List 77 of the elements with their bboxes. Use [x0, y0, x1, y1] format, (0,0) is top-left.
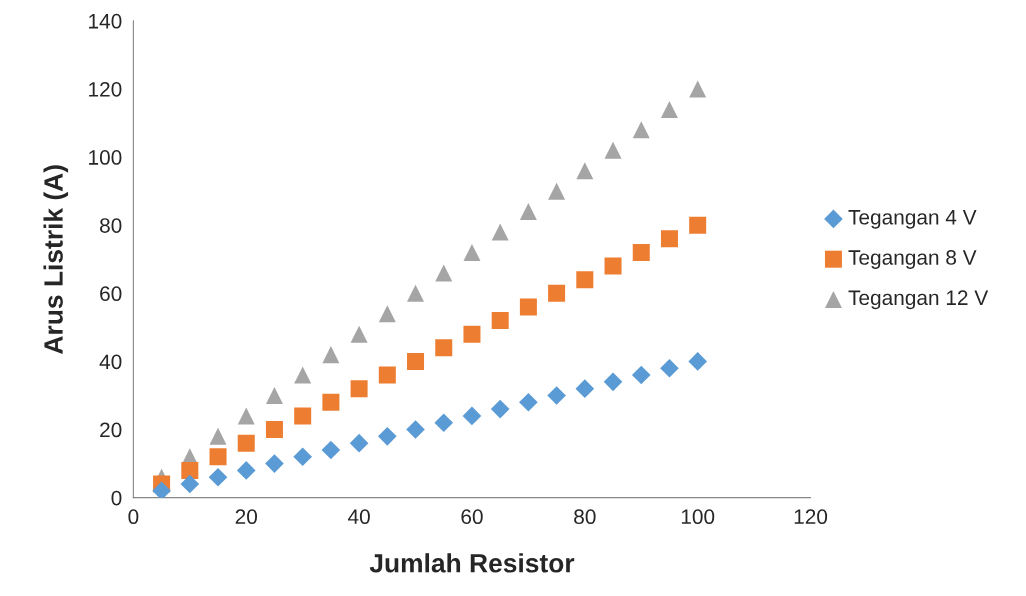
point: [350, 325, 368, 343]
x-tick-label: 100: [681, 509, 715, 525]
point: [322, 346, 340, 364]
point: [322, 393, 340, 411]
x-axis-title: Jumlah Resistor: [369, 553, 575, 573]
x-tick-label: 0: [128, 509, 139, 525]
x-tick-label: 120: [794, 509, 828, 525]
y-tick-label: 0: [111, 490, 122, 506]
legend-label: Tegangan 4 V: [848, 210, 977, 229]
point: [519, 392, 538, 412]
point: [435, 339, 453, 357]
point: [293, 447, 312, 467]
point: [575, 379, 595, 398]
point: [237, 407, 255, 425]
y-tick-label: 120: [89, 81, 122, 97]
point: [547, 386, 566, 405]
point: [689, 80, 707, 98]
point: [632, 121, 650, 139]
point: [660, 358, 679, 378]
point: [632, 243, 650, 261]
point: [435, 264, 453, 282]
point: [180, 474, 200, 494]
x-tick-label: 40: [347, 509, 370, 525]
point: [660, 230, 678, 248]
point: [236, 461, 256, 480]
x-tick-label: 20: [235, 509, 258, 525]
point: [491, 223, 509, 241]
point: [208, 467, 228, 487]
point: [152, 481, 171, 498]
y-tick-label: 20: [100, 422, 122, 438]
point: [321, 440, 341, 460]
point: [463, 243, 481, 261]
point: [490, 399, 510, 419]
point: [519, 203, 537, 221]
point: [603, 372, 623, 392]
point: [548, 284, 566, 302]
y-tick-label: 40: [99, 354, 122, 370]
point: [576, 162, 594, 180]
point: [209, 448, 227, 466]
point: [689, 216, 707, 234]
y-tick-label: 60: [100, 286, 122, 302]
point: [294, 366, 312, 384]
point: [491, 312, 509, 330]
point: [237, 434, 255, 452]
point: [265, 421, 283, 439]
point: [631, 365, 651, 385]
point: [688, 352, 707, 371]
point: [548, 182, 566, 200]
point: [660, 100, 678, 118]
x-tick-label: 80: [574, 509, 596, 525]
legend-label: Tegangan 8 V: [848, 250, 977, 269]
point: [378, 305, 396, 323]
y-tick-label: 100: [89, 150, 122, 165]
point: [350, 380, 368, 398]
point: [349, 433, 369, 453]
point: [406, 420, 425, 439]
point: [209, 427, 227, 445]
point: [265, 386, 283, 404]
point: [463, 325, 481, 343]
point: [576, 271, 594, 289]
point: [604, 257, 622, 275]
legend-label: Tegangan 12 V: [848, 290, 989, 310]
point: [462, 406, 482, 426]
point: [378, 366, 396, 384]
point: [519, 298, 537, 316]
point: [265, 454, 284, 473]
x-tick-label: 60: [461, 509, 483, 525]
point: [294, 407, 312, 425]
point: [407, 352, 425, 370]
point: [434, 413, 454, 433]
point: [407, 284, 425, 302]
point: [378, 427, 397, 446]
y-tick-label: 140: [89, 13, 122, 29]
y-tick-label: 80: [100, 218, 122, 233]
point: [181, 461, 199, 479]
y-axis-title: Arus Listrik (A): [43, 165, 69, 354]
point: [604, 141, 622, 159]
